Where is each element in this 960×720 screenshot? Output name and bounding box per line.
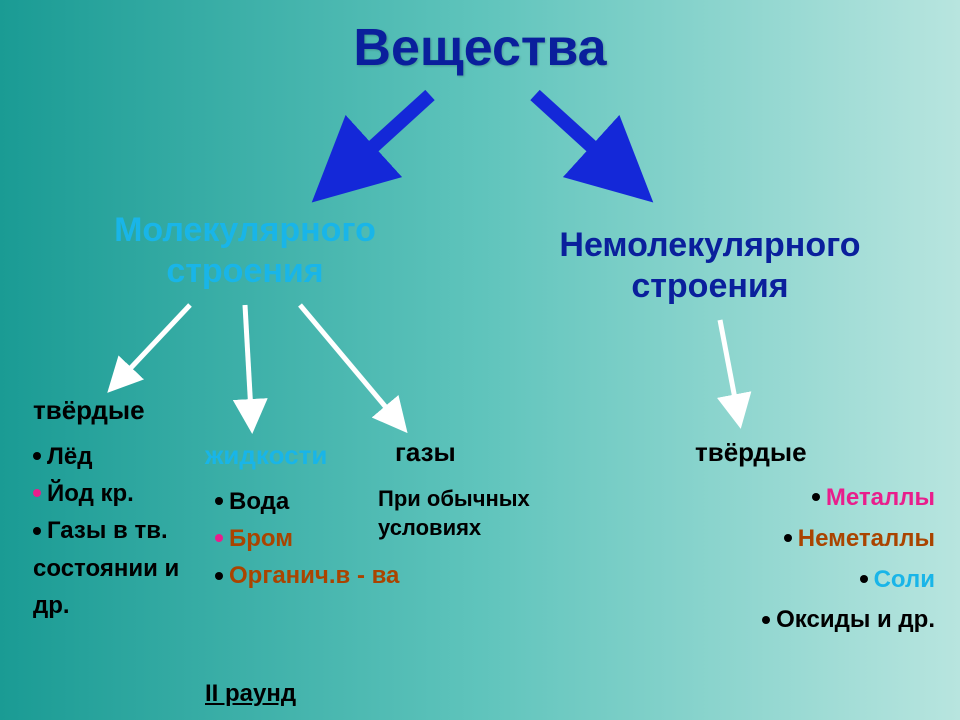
list-item-text: Неметаллы	[798, 525, 935, 552]
category-solid-molecular: твёрдые	[33, 395, 145, 426]
arrow	[118, 305, 190, 382]
list-item: Неметаллы	[645, 519, 935, 560]
list-item: Йод кр.	[33, 475, 213, 512]
branch-molecular-line1: Молекулярного	[114, 211, 376, 249]
arrow	[245, 305, 251, 419]
arrow	[720, 320, 738, 414]
bullet-icon	[762, 616, 770, 624]
list-item: Органич.в - ва	[215, 557, 445, 594]
bullet-icon	[812, 493, 820, 501]
bullet-icon	[33, 489, 41, 497]
diagram-title: Вещества	[353, 18, 606, 78]
list-item-text: Вода	[229, 488, 289, 515]
category-solid-nonmolecular: твёрдые	[695, 437, 807, 468]
bullet-icon	[33, 452, 41, 460]
list-item-text: Газы в тв. состоянии и др.	[33, 517, 179, 618]
arrow	[535, 95, 622, 174]
list-solid-nonmolecular: Металлы Неметаллы Соли Оксиды и др.	[645, 478, 935, 641]
list-item: Оксиды и др.	[645, 600, 935, 641]
list-item-text: Соли	[874, 566, 935, 593]
bullet-icon	[33, 527, 41, 535]
category-gas: газы	[395, 437, 456, 468]
gas-note-line2: условиях	[378, 515, 481, 540]
category-liquid: жидкости	[205, 440, 327, 471]
bullet-icon	[784, 534, 792, 542]
gas-note-line1: При обычных	[378, 486, 530, 511]
list-item-text: Лёд	[47, 443, 92, 470]
round-two-link[interactable]: II раунд	[205, 680, 296, 708]
bullet-icon	[215, 534, 223, 542]
title-text: Вещества	[353, 19, 606, 77]
list-item-text: Бром	[229, 525, 293, 552]
list-item: Металлы	[645, 478, 935, 519]
branch-nonmolecular-line1: Немолекулярного	[559, 226, 860, 264]
list-item-text: Органич.в - ва	[229, 562, 399, 589]
branch-molecular: Молекулярного строения	[90, 210, 400, 292]
list-item-text: Йод кр.	[47, 480, 134, 507]
list-item: Газы в тв. состоянии и др.	[33, 512, 213, 624]
list-item-text: Оксиды и др.	[776, 606, 935, 633]
list-item: Лёд	[33, 438, 213, 475]
list-item-text: Металлы	[826, 484, 935, 511]
list-item: Соли	[645, 560, 935, 601]
branch-nonmolecular: Немолекулярного строения	[520, 225, 900, 307]
branch-nonmolecular-line2: строения	[631, 267, 788, 305]
bullet-icon	[860, 575, 868, 583]
gas-note: При обычных условиях	[378, 485, 558, 542]
arrow	[300, 305, 398, 422]
list-solid-molecular: Лёд Йод кр. Газы в тв. состоянии и др.	[33, 438, 213, 624]
bullet-icon	[215, 572, 223, 580]
arrow	[343, 95, 430, 174]
bullet-icon	[215, 497, 223, 505]
branch-molecular-line2: строения	[166, 252, 323, 290]
